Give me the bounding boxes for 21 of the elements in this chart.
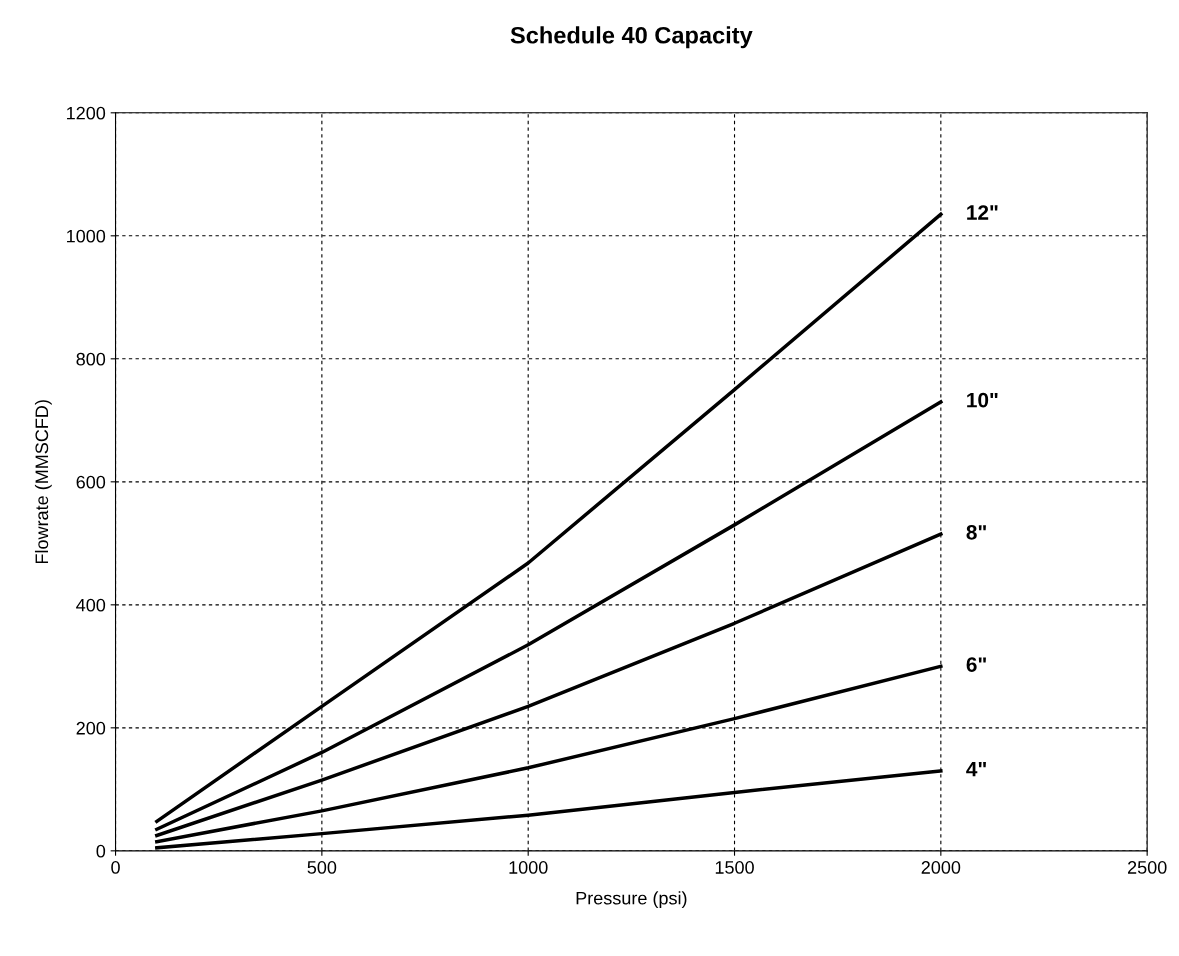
x-tick-label: 2500 xyxy=(1127,861,1167,874)
y-tick-label: 200 xyxy=(76,721,106,735)
x-tick-label: 1000 xyxy=(509,861,548,874)
series-label: 12" xyxy=(967,205,998,220)
y-tick-label: 400 xyxy=(76,598,106,612)
x-tick-label: 0 xyxy=(111,861,120,874)
x-axis-title: Pressure (psi) xyxy=(576,891,687,909)
series-label: 10" xyxy=(967,392,998,408)
x-tick-label: 500 xyxy=(307,861,337,874)
series-label: 8" xyxy=(966,524,986,540)
y-tick-label: 1200 xyxy=(67,106,106,120)
y-axis-title: Flowrate (MMSCFD) xyxy=(34,400,52,564)
series-label: 4" xyxy=(966,761,986,777)
series-label: 6" xyxy=(966,657,986,672)
y-tick-label: 0 xyxy=(96,844,106,858)
x-tick-label: 2000 xyxy=(921,861,961,874)
x-tick-label: 1500 xyxy=(715,861,754,874)
y-tick-label: 1000 xyxy=(67,229,106,243)
chart-title: Schedule 40 Capacity xyxy=(510,26,753,49)
y-tick-label: 800 xyxy=(76,352,106,366)
y-tick-label: 600 xyxy=(76,475,106,489)
